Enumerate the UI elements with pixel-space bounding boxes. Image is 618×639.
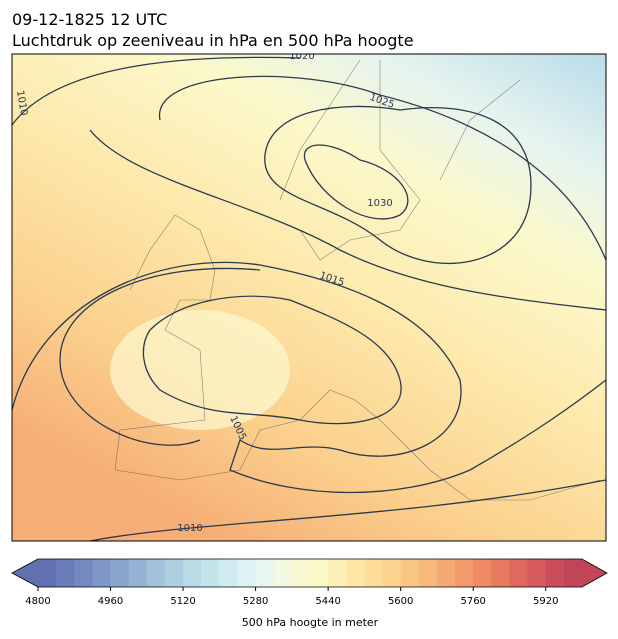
colorbar-box [310, 559, 329, 587]
isobar [89, 479, 606, 541]
isobar [59, 267, 261, 446]
colorbar-box [146, 559, 166, 587]
colorbar-box [74, 559, 93, 587]
colorbar-tick-label: 5600 [388, 596, 413, 607]
isobar [12, 261, 606, 494]
colorbar-box [436, 559, 456, 587]
colorbar-box [128, 559, 148, 587]
isobar [12, 56, 301, 126]
colorbar-tick-label: 4800 [25, 596, 50, 607]
colorbar-box [455, 559, 474, 587]
isobar [159, 75, 606, 261]
colorbar-box [563, 559, 583, 587]
colorbar-tick-label: 5920 [533, 596, 558, 607]
ridge [110, 310, 290, 430]
colorbar-box [364, 559, 384, 587]
subtitle: Luchtdruk op zeeniveau in hPa en 500 hPa… [12, 31, 414, 50]
colorbar-box [382, 559, 402, 587]
colorbar-box [545, 559, 565, 587]
colorbar-box [473, 559, 492, 587]
colorbar-box [219, 559, 238, 587]
map: 1020 1010 1025 1030 1015 1005 1010 [12, 51, 606, 541]
colorbar-box [92, 559, 112, 587]
contour-label: 1030 [367, 198, 392, 209]
colorbar-box [509, 559, 529, 587]
contour-label: 1010 [177, 523, 202, 534]
colorbar-box [56, 559, 75, 587]
coastline [114, 59, 601, 501]
colorbar-box [291, 559, 311, 587]
contour-label: 1020 [289, 51, 314, 62]
isobar [142, 295, 402, 425]
colorbar-extend [12, 559, 38, 587]
colorbar-box [255, 559, 275, 587]
colorbar-box [164, 559, 184, 587]
colorbar-box [491, 559, 510, 587]
colorbar-frame [11, 558, 608, 588]
isobar [264, 105, 532, 265]
map-frame [11, 53, 607, 542]
colorbar-box [418, 559, 438, 587]
colorbar-tick-label: 4960 [98, 596, 123, 607]
title: 09-12-1825 12 UTC [12, 10, 167, 29]
colorbar: 4800 4960 5120 5280 5440 5600 5760 5920 [11, 558, 608, 607]
colorbar-box [201, 559, 220, 587]
colorbar-box [527, 559, 547, 587]
colorbar-box [400, 559, 420, 587]
colorbar-extend [582, 559, 607, 587]
colorbar-box [183, 559, 202, 587]
isobar [89, 129, 606, 311]
colorbar-box [273, 559, 293, 587]
colorbar-tick-label: 5280 [243, 596, 268, 607]
colorbar-box [346, 559, 365, 587]
colorbar-tick-label: 5440 [315, 596, 340, 607]
colorbar-label: 500 hPa hoogte in meter [242, 616, 379, 629]
colorbar-box [38, 559, 57, 587]
colorbar-tick-label: 5760 [460, 596, 485, 607]
colorbar-tick-label: 5120 [170, 596, 195, 607]
colorbar-box [110, 559, 130, 587]
isobar [303, 144, 409, 220]
colorbar-box [328, 559, 347, 587]
contour-label: 1010 [14, 90, 29, 117]
colorbar-box [237, 559, 257, 587]
